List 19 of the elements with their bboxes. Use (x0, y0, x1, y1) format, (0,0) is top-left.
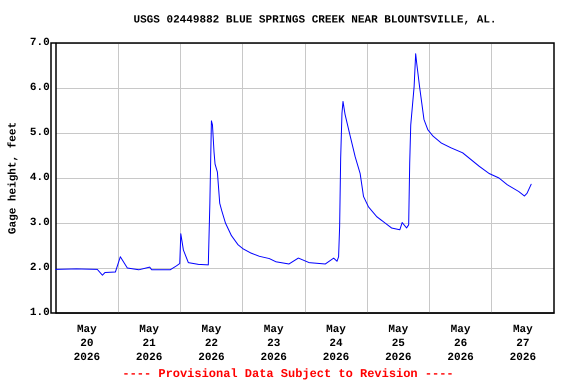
y-tick-label: 4.0 (30, 172, 50, 184)
x-tick-label: May 23 2026 (260, 324, 287, 364)
x-tick-label: May 27 2026 (510, 324, 536, 364)
y-tick-label: 7.0 (30, 37, 50, 49)
x-tick-label: May 20 2026 (74, 324, 100, 364)
x-tick-label: May 21 2026 (136, 324, 162, 364)
x-tick-label: May 24 2026 (322, 324, 350, 364)
x-tick-label: May 25 2026 (385, 324, 412, 364)
line-series (55, 53, 532, 276)
text: ---- Provisional Data Subject to Revision ---- (122, 367, 454, 381)
y-axis-title: Gage height, feet (6, 122, 20, 234)
y-tick-label: 6.0 (30, 82, 50, 94)
y-tick-label: 5.0 (30, 127, 50, 139)
chart-title: USGS 02449882 BLUE SPRINGS CREEK NEAR BLOUNTSVILLE, AL. (133, 14, 497, 26)
y-tick-label: 1.0 (30, 307, 50, 319)
y-tick-label: 3.0 (30, 217, 50, 229)
x-tick-label: May 22 2026 (198, 324, 225, 364)
y-tick-label: 2.0 (30, 262, 50, 274)
x-tick-label: May 26 2026 (447, 324, 474, 364)
